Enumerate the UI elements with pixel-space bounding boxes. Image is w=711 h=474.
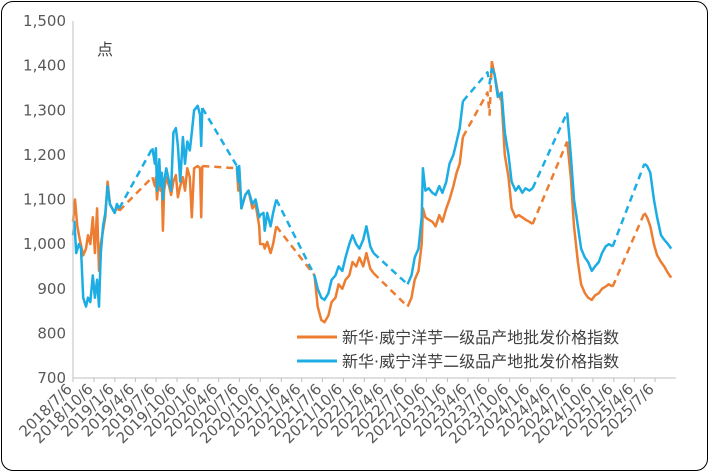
series-2-solid-line [643,162,673,250]
y-tick-label: 800 [37,324,66,342]
series-2-dashed-line [275,198,316,276]
series-2-solid-line [235,164,278,232]
series-1-dashed-line [372,272,409,308]
series-1-dashed-line [611,212,646,287]
series-1-dashed-line [275,225,316,277]
series-2-solid-line [490,67,534,195]
series-1-dashed-line [531,141,569,225]
plot-lines [71,60,673,324]
series-2-solid-line [151,104,204,201]
y-tick-label: 700 [37,369,66,387]
series-1-solid-line [565,141,614,302]
legend-label-series-1: 新华·威宁洋芋一级品产地批发价格指数 [342,328,619,347]
series-2-solid-line [313,225,375,302]
y-tick-label: 1,500 [23,12,66,30]
y-tick-label: 1,200 [23,146,66,164]
y-tick-label: 1,400 [23,57,66,75]
y-tick-label: 1,300 [23,101,66,119]
series-2-dashed-line [201,107,238,167]
y-tick-labels: 700 800 900 1,000 1,100 1,200 1,300 1,400 1,500 [23,12,66,387]
series-1-solid-line [71,180,121,273]
series-2-dashed-line [611,163,646,247]
series-1-solid-line [313,251,375,324]
unit-label: 点 [97,40,113,59]
series-1-solid-line [406,136,465,308]
series-1-dashed-line [202,164,237,170]
series-2-solid-line [565,112,614,273]
series-2-dashed-line [118,147,154,210]
y-tick-label: 900 [37,280,66,298]
series-2-solid-line [406,101,465,285]
legend: 新华·威宁洋芋一级品产地批发价格指数 新华·威宁洋芋二级品产地批发价格指数 [297,328,619,371]
series-1-solid-line [643,212,673,279]
series-1-solid-line [490,60,534,226]
y-tick-label: 1,100 [23,191,66,209]
x-tick-labels: 2018/7/62018/10/62019/1/62019/4/62019/7/… [15,378,658,447]
series-1-dashed-line [461,61,494,138]
y-tick-label: 1,000 [23,235,66,253]
series-2-solid-line [71,184,121,308]
series-1-dashed-line [118,176,154,212]
series-2-dashed-line [372,252,409,286]
legend-label-series-2: 新华·威宁洋芋二级品产地批发价格指数 [342,352,619,371]
series-2-dashed-line [531,111,569,189]
